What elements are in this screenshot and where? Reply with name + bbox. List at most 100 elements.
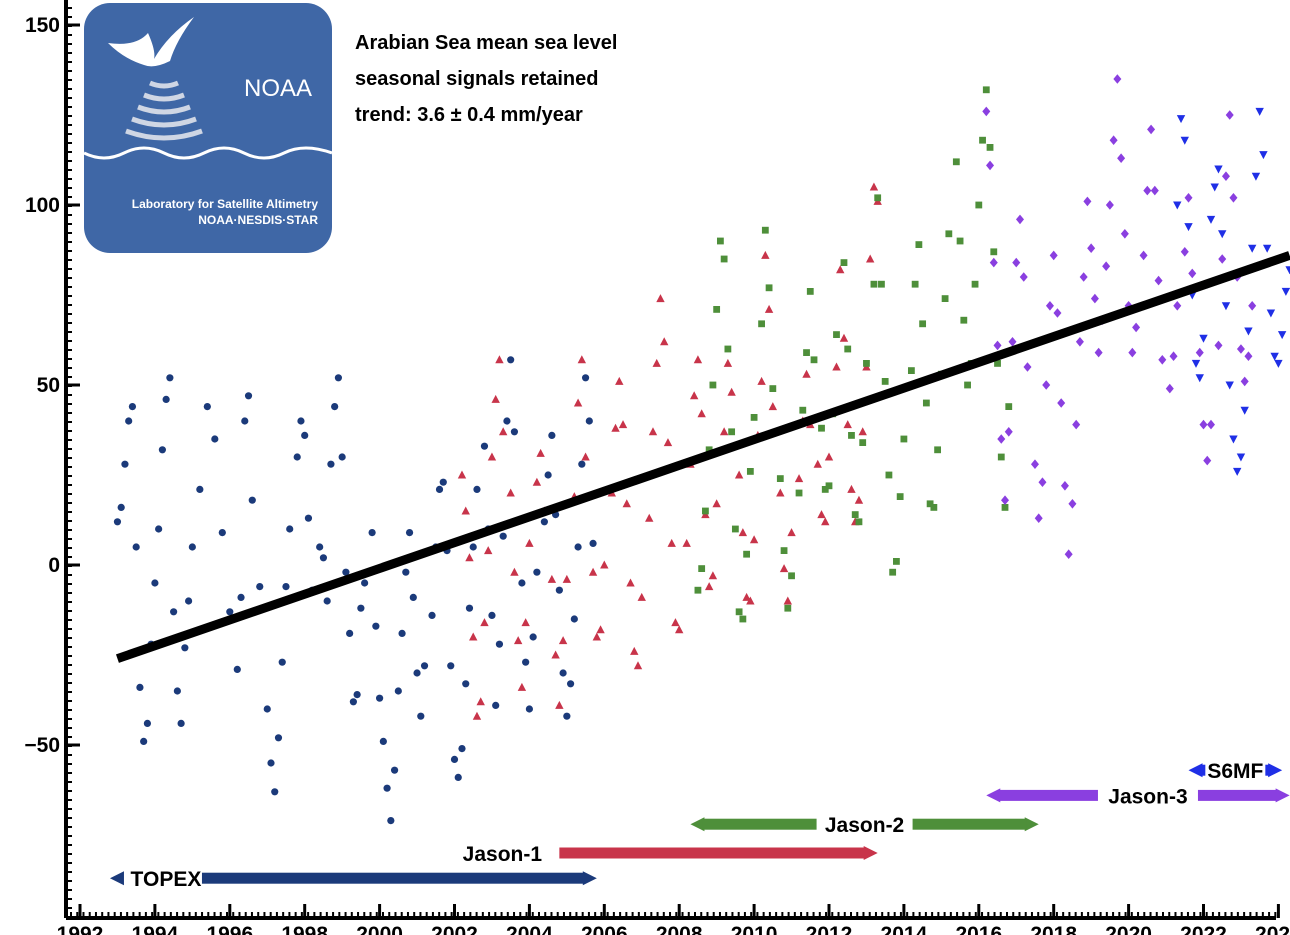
mission-arrow-right-jason3 (1275, 788, 1290, 803)
data-point-jason3 (1034, 513, 1043, 523)
data-point-topex (503, 417, 511, 425)
data-point-topex (125, 417, 133, 425)
data-point-topex (278, 658, 286, 666)
data-point-jason3 (1109, 135, 1118, 145)
data-point-jason1 (776, 488, 785, 497)
data-point-jason2 (765, 284, 773, 292)
mission-bar-jason2 (702, 818, 817, 830)
data-point-jason2 (810, 356, 818, 364)
data-point-topex (293, 453, 301, 461)
data-point-jason1 (536, 448, 545, 457)
data-point-jason3 (1001, 495, 1010, 505)
data-point-jason1 (746, 596, 755, 605)
data-point-jason1 (472, 711, 482, 720)
data-point-jason1 (525, 538, 534, 547)
data-point-jason3 (993, 340, 1002, 351)
data-point-s6mf (1229, 435, 1238, 444)
data-point-jason3 (1105, 200, 1114, 210)
x-tick-label: 2006 (581, 923, 628, 935)
data-point-jason1 (832, 362, 841, 371)
mission-bar-jason2 (912, 818, 1027, 830)
data-point-topex (140, 737, 148, 746)
data-point-jason3 (1102, 261, 1111, 271)
trend-line (115, 251, 1290, 663)
data-point-topex (181, 644, 189, 652)
data-point-topex (383, 784, 391, 792)
data-point-jason1 (491, 394, 500, 403)
mission-arrow-left-jason3 (986, 788, 1001, 803)
data-point-jason3 (1218, 254, 1227, 264)
data-point-jason2 (945, 230, 953, 238)
data-point-jason3 (1195, 347, 1204, 358)
data-point-jason3 (1023, 362, 1032, 372)
data-point-jason3 (1004, 427, 1013, 437)
data-point-topex (566, 680, 575, 688)
data-point-jason3 (1083, 196, 1092, 207)
x-tick-label: 2012 (806, 923, 853, 935)
x-tick-label: 2014 (881, 923, 928, 935)
data-point-jason1 (675, 625, 684, 634)
data-point-jason2 (889, 568, 897, 576)
data-point-jason1 (693, 355, 703, 364)
data-point-jason2 (743, 550, 751, 558)
data-point-s6mf (1176, 115, 1186, 124)
data-point-topex (158, 446, 166, 454)
data-point-jason1 (626, 578, 635, 587)
data-point-jason1 (588, 567, 598, 576)
noaa-logo: NOAA Laboratory for Satellite Altimetry … (84, 3, 332, 253)
data-point-topex (334, 374, 343, 382)
x-tick-label: 1992 (57, 923, 104, 935)
data-point-jason1 (794, 474, 804, 483)
data-point-topex (409, 593, 417, 602)
data-point-jason3 (1173, 301, 1182, 311)
data-point-topex (495, 640, 504, 648)
data-point-jason2 (893, 558, 900, 565)
data-point-jason2 (941, 295, 949, 302)
data-point-s6mf (1180, 136, 1189, 145)
data-point-jason3 (1143, 185, 1152, 196)
mission-arrow-left-s6mf (1188, 763, 1203, 778)
data-point-jason3 (1165, 383, 1174, 394)
data-point-jason2 (907, 367, 915, 374)
data-point-jason1 (461, 506, 470, 515)
data-point-topex (357, 604, 365, 612)
data-point-s6mf (1221, 302, 1231, 311)
data-point-jason2 (821, 486, 829, 493)
data-point-jason3 (1019, 272, 1028, 282)
data-point-jason1 (506, 488, 515, 497)
data-point-jason1 (817, 510, 826, 519)
data-point-s6mf (1191, 359, 1201, 368)
data-point-jason2 (799, 406, 807, 414)
data-point-jason1 (712, 499, 721, 508)
data-point-topex (372, 622, 380, 630)
data-point-s6mf (1266, 309, 1276, 318)
data-point-jason1 (551, 650, 560, 659)
data-point-jason2 (975, 201, 983, 209)
data-point-topex (368, 529, 376, 537)
data-point-jason2 (956, 237, 964, 245)
data-point-topex (492, 701, 500, 710)
data-point-jason3 (1064, 549, 1073, 559)
data-point-jason3 (1117, 153, 1126, 163)
x-tick-label: 2022 (1180, 923, 1227, 935)
data-point-jason2 (997, 453, 1005, 461)
data-point-topex (462, 680, 470, 688)
data-point-jason1 (847, 484, 856, 493)
data-point-topex (394, 687, 402, 695)
mission-bar-jason1 (559, 847, 866, 859)
y-tick-label: 100 (25, 194, 60, 217)
mission-label-topex: TOPEX (131, 868, 202, 891)
data-point-jason3 (1150, 185, 1159, 196)
data-point-jason2 (833, 331, 840, 338)
x-tick-label: 2000 (356, 923, 403, 935)
data-point-jason3 (1079, 272, 1088, 282)
data-point-jason2 (874, 194, 882, 202)
data-point-jason1 (622, 499, 631, 508)
data-point-jason3 (1248, 301, 1257, 311)
data-point-jason3 (1180, 247, 1189, 257)
data-point-jason2 (776, 475, 784, 482)
data-point-topex (578, 460, 586, 468)
data-point-topex (387, 817, 395, 825)
data-point-jason1 (480, 618, 489, 627)
data-point-jason3 (986, 160, 995, 171)
